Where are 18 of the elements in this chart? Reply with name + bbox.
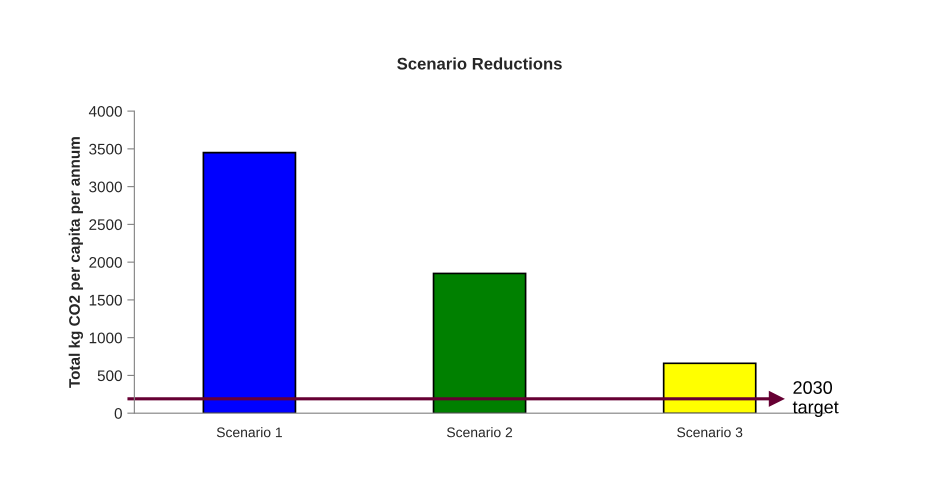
y-tick-label: 0 bbox=[114, 408, 122, 419]
x-tick-label: Scenario 3 bbox=[677, 427, 742, 438]
y-tick-label: 1000 bbox=[90, 332, 122, 344]
y-tick-label: 500 bbox=[98, 370, 122, 382]
ref-line-label: 2030 target bbox=[792, 381, 839, 417]
bar bbox=[202, 152, 296, 414]
y-tick-label: 2500 bbox=[89, 219, 122, 230]
bar bbox=[662, 362, 757, 414]
bar bbox=[432, 272, 526, 414]
y-tick-label: 3000 bbox=[89, 181, 122, 192]
y-tick-label: 3500 bbox=[89, 144, 122, 155]
y-axis-title: Total kg CO2 per capita per annum bbox=[68, 137, 84, 388]
y-tick-label: 2000 bbox=[89, 257, 122, 268]
y-tick-label: 4000 bbox=[88, 106, 122, 117]
x-tick-label: Scenario 1 bbox=[216, 427, 282, 438]
x-tick-label: Scenario 2 bbox=[446, 427, 512, 438]
y-tick-label: 1500 bbox=[90, 294, 122, 306]
chart-title: Scenario Reductions bbox=[397, 57, 562, 70]
